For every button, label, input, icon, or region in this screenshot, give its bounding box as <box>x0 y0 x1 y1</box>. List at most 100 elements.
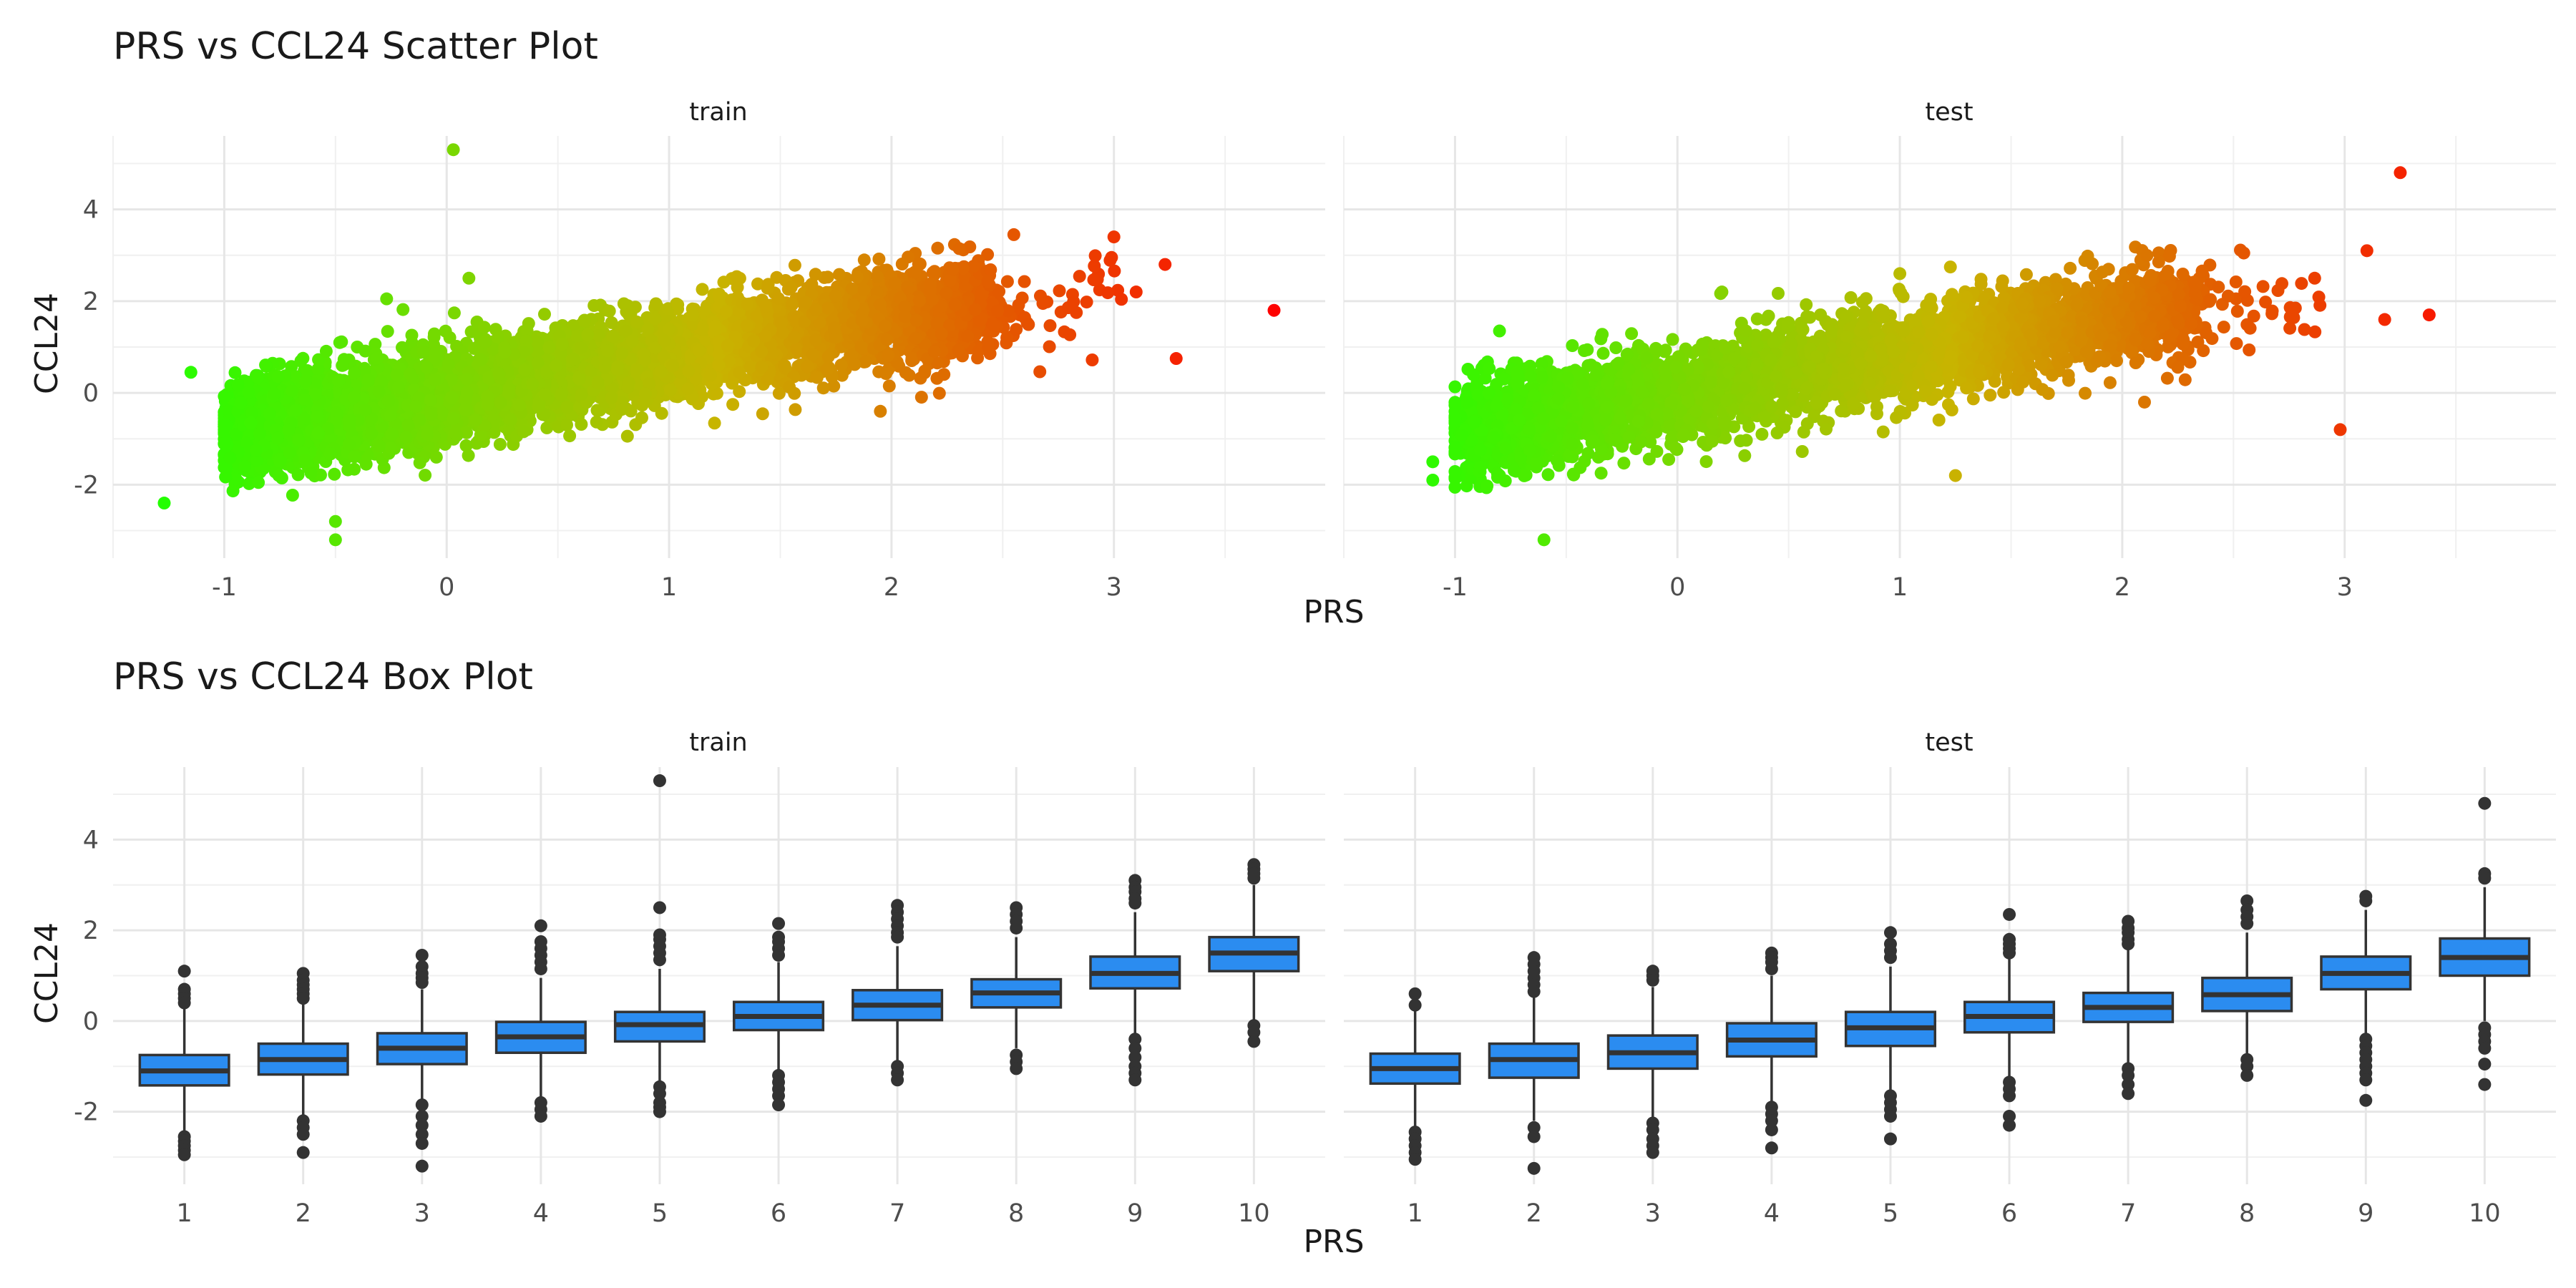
data-point <box>429 450 443 464</box>
data-point <box>1073 270 1086 283</box>
data-point <box>396 303 410 316</box>
data-point <box>874 298 887 311</box>
data-point <box>828 321 841 335</box>
data-point <box>1080 296 1093 309</box>
data-point <box>772 386 786 400</box>
data-point <box>1034 289 1047 303</box>
scatter-plot-title: PRS vs CCL24 Scatter Plot <box>113 25 598 68</box>
data-point <box>696 283 709 296</box>
data-point <box>332 374 346 388</box>
data-point <box>419 469 432 482</box>
data-point <box>390 368 404 381</box>
data-point <box>416 345 430 358</box>
data-point <box>928 345 941 358</box>
scatter-facet-label-train: train <box>689 98 747 127</box>
data-point <box>242 386 255 399</box>
y-tick-label: 4 <box>83 196 99 225</box>
data-point <box>413 456 426 469</box>
data-point <box>719 305 733 318</box>
scatter-x-axis-label: PRS <box>1303 594 1364 630</box>
data-point <box>931 241 945 255</box>
data-point <box>1043 340 1056 353</box>
data-point <box>424 394 437 407</box>
x-tick-label: 2 <box>884 573 899 602</box>
data-point <box>835 369 849 382</box>
x-tick-label: 1 <box>661 573 677 602</box>
data-point <box>912 294 926 308</box>
data-point <box>421 427 434 441</box>
data-point <box>460 386 474 399</box>
data-point <box>253 427 266 441</box>
data-point <box>244 416 258 429</box>
data-point <box>1022 318 1035 331</box>
data-point <box>391 381 405 394</box>
data-point <box>909 313 923 327</box>
data-point <box>283 446 296 459</box>
data-point <box>512 399 526 412</box>
data-point <box>783 380 796 394</box>
data-point <box>882 379 896 393</box>
data-point <box>359 457 373 471</box>
data-point <box>854 340 868 353</box>
data-point <box>726 398 740 411</box>
data-point <box>575 418 588 431</box>
data-point <box>943 274 957 288</box>
data-point <box>286 489 299 502</box>
data-point <box>223 452 237 465</box>
data-point <box>648 312 662 326</box>
data-point <box>1070 306 1083 319</box>
data-point <box>219 470 233 484</box>
data-point <box>413 413 426 426</box>
data-point <box>220 419 233 432</box>
data-point <box>560 418 573 431</box>
data-point <box>987 318 1000 332</box>
data-point <box>635 411 648 424</box>
data-point <box>538 388 552 401</box>
data-point <box>671 298 685 311</box>
data-point <box>343 419 356 433</box>
data-point <box>560 401 574 414</box>
data-point <box>555 338 569 351</box>
data-point <box>328 467 341 481</box>
data-point <box>517 425 530 439</box>
data-point <box>348 366 361 380</box>
data-point <box>789 403 802 416</box>
data-point <box>717 275 731 289</box>
data-point <box>575 388 588 401</box>
data-point <box>602 304 616 318</box>
data-point <box>550 359 563 373</box>
data-point <box>708 319 722 333</box>
data-point <box>952 343 965 357</box>
box-facet-label-train: train <box>689 728 747 757</box>
data-point <box>494 396 507 409</box>
data-point <box>365 426 379 440</box>
data-point <box>474 353 487 366</box>
data-point <box>447 306 461 320</box>
data-point <box>384 409 397 422</box>
data-point <box>370 351 384 365</box>
data-point <box>373 439 386 453</box>
data-point <box>615 346 628 360</box>
data-point <box>937 368 951 381</box>
data-point <box>606 329 620 343</box>
data-point <box>381 325 394 338</box>
data-point <box>1043 319 1057 333</box>
data-point <box>292 434 306 447</box>
data-point <box>948 298 962 312</box>
data-point <box>1053 284 1066 298</box>
data-point <box>820 363 834 376</box>
data-point <box>401 419 415 432</box>
data-point <box>298 454 312 467</box>
data-point <box>755 345 769 358</box>
data-point <box>492 367 506 381</box>
data-point <box>663 323 675 336</box>
data-point <box>871 270 884 283</box>
data-point <box>572 372 586 386</box>
data-point <box>396 341 409 354</box>
data-point <box>615 403 629 416</box>
data-point <box>733 366 746 379</box>
data-point <box>1115 293 1128 306</box>
data-point <box>857 283 871 297</box>
